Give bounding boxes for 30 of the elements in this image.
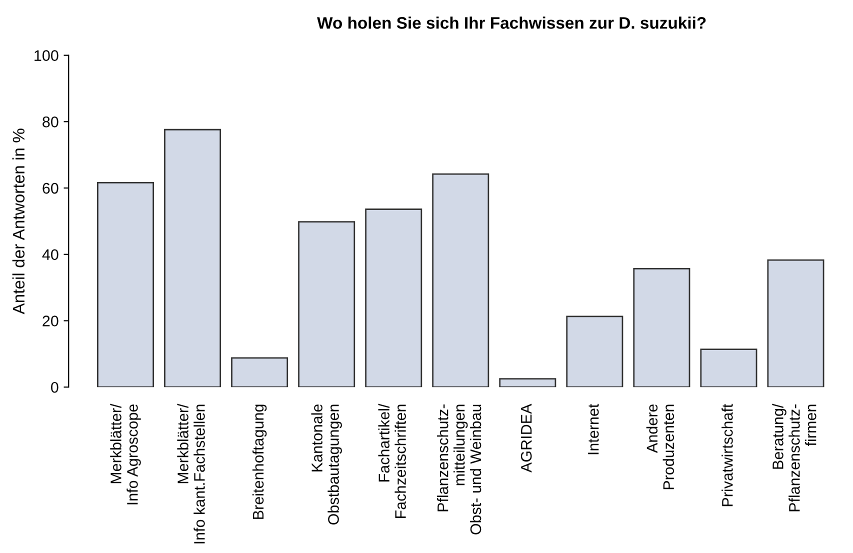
y-tick-label: 60 bbox=[42, 182, 58, 194]
x-tick-label: Privatwirtschaft bbox=[722, 404, 733, 506]
bar bbox=[566, 316, 624, 388]
x-tick-label: AGRIDEA bbox=[520, 404, 532, 472]
y-tick-label: 80 bbox=[42, 116, 58, 128]
x-tick-label: Breitenhoftagung bbox=[252, 404, 267, 519]
bar bbox=[633, 268, 690, 388]
bar bbox=[499, 378, 556, 388]
bar bbox=[432, 173, 490, 388]
y-tick-label: 20 bbox=[42, 316, 58, 326]
bar bbox=[365, 208, 422, 388]
chart-title: Wo holen Sie sich Ihr Fachwissen zur D. suzukii? bbox=[317, 16, 706, 29]
x-tick-label: Pflanzenschutz- mitteilungen Obst- und Weinbau bbox=[437, 404, 482, 534]
y-axis-title: Anteil der Antworten in % bbox=[12, 128, 25, 314]
bar bbox=[231, 357, 288, 388]
x-tick-label: Merkblätter/ Info Agroscope bbox=[110, 404, 141, 504]
x-tick-label: Merkblätter/ Info kant.Fachstellen bbox=[177, 404, 205, 544]
y-tick-label: 40 bbox=[42, 249, 58, 260]
bar bbox=[164, 128, 222, 388]
y-tick-label: 100 bbox=[34, 50, 58, 61]
x-tick-label: Kantonale Obstbautagungen bbox=[311, 404, 342, 525]
x-tick-label: Internet bbox=[588, 404, 599, 454]
bar bbox=[767, 259, 824, 388]
bar bbox=[298, 221, 356, 388]
y-tick-label: 0 bbox=[51, 382, 58, 393]
bar bbox=[97, 182, 154, 388]
x-tick-label: Fachartikel/ Fachzeitschriften bbox=[378, 404, 406, 518]
x-tick-label: Andere Produzenten bbox=[646, 404, 674, 490]
bar bbox=[700, 348, 758, 388]
x-tick-label: Beratung/ Pflanzenschutz- firmen bbox=[772, 404, 816, 512]
